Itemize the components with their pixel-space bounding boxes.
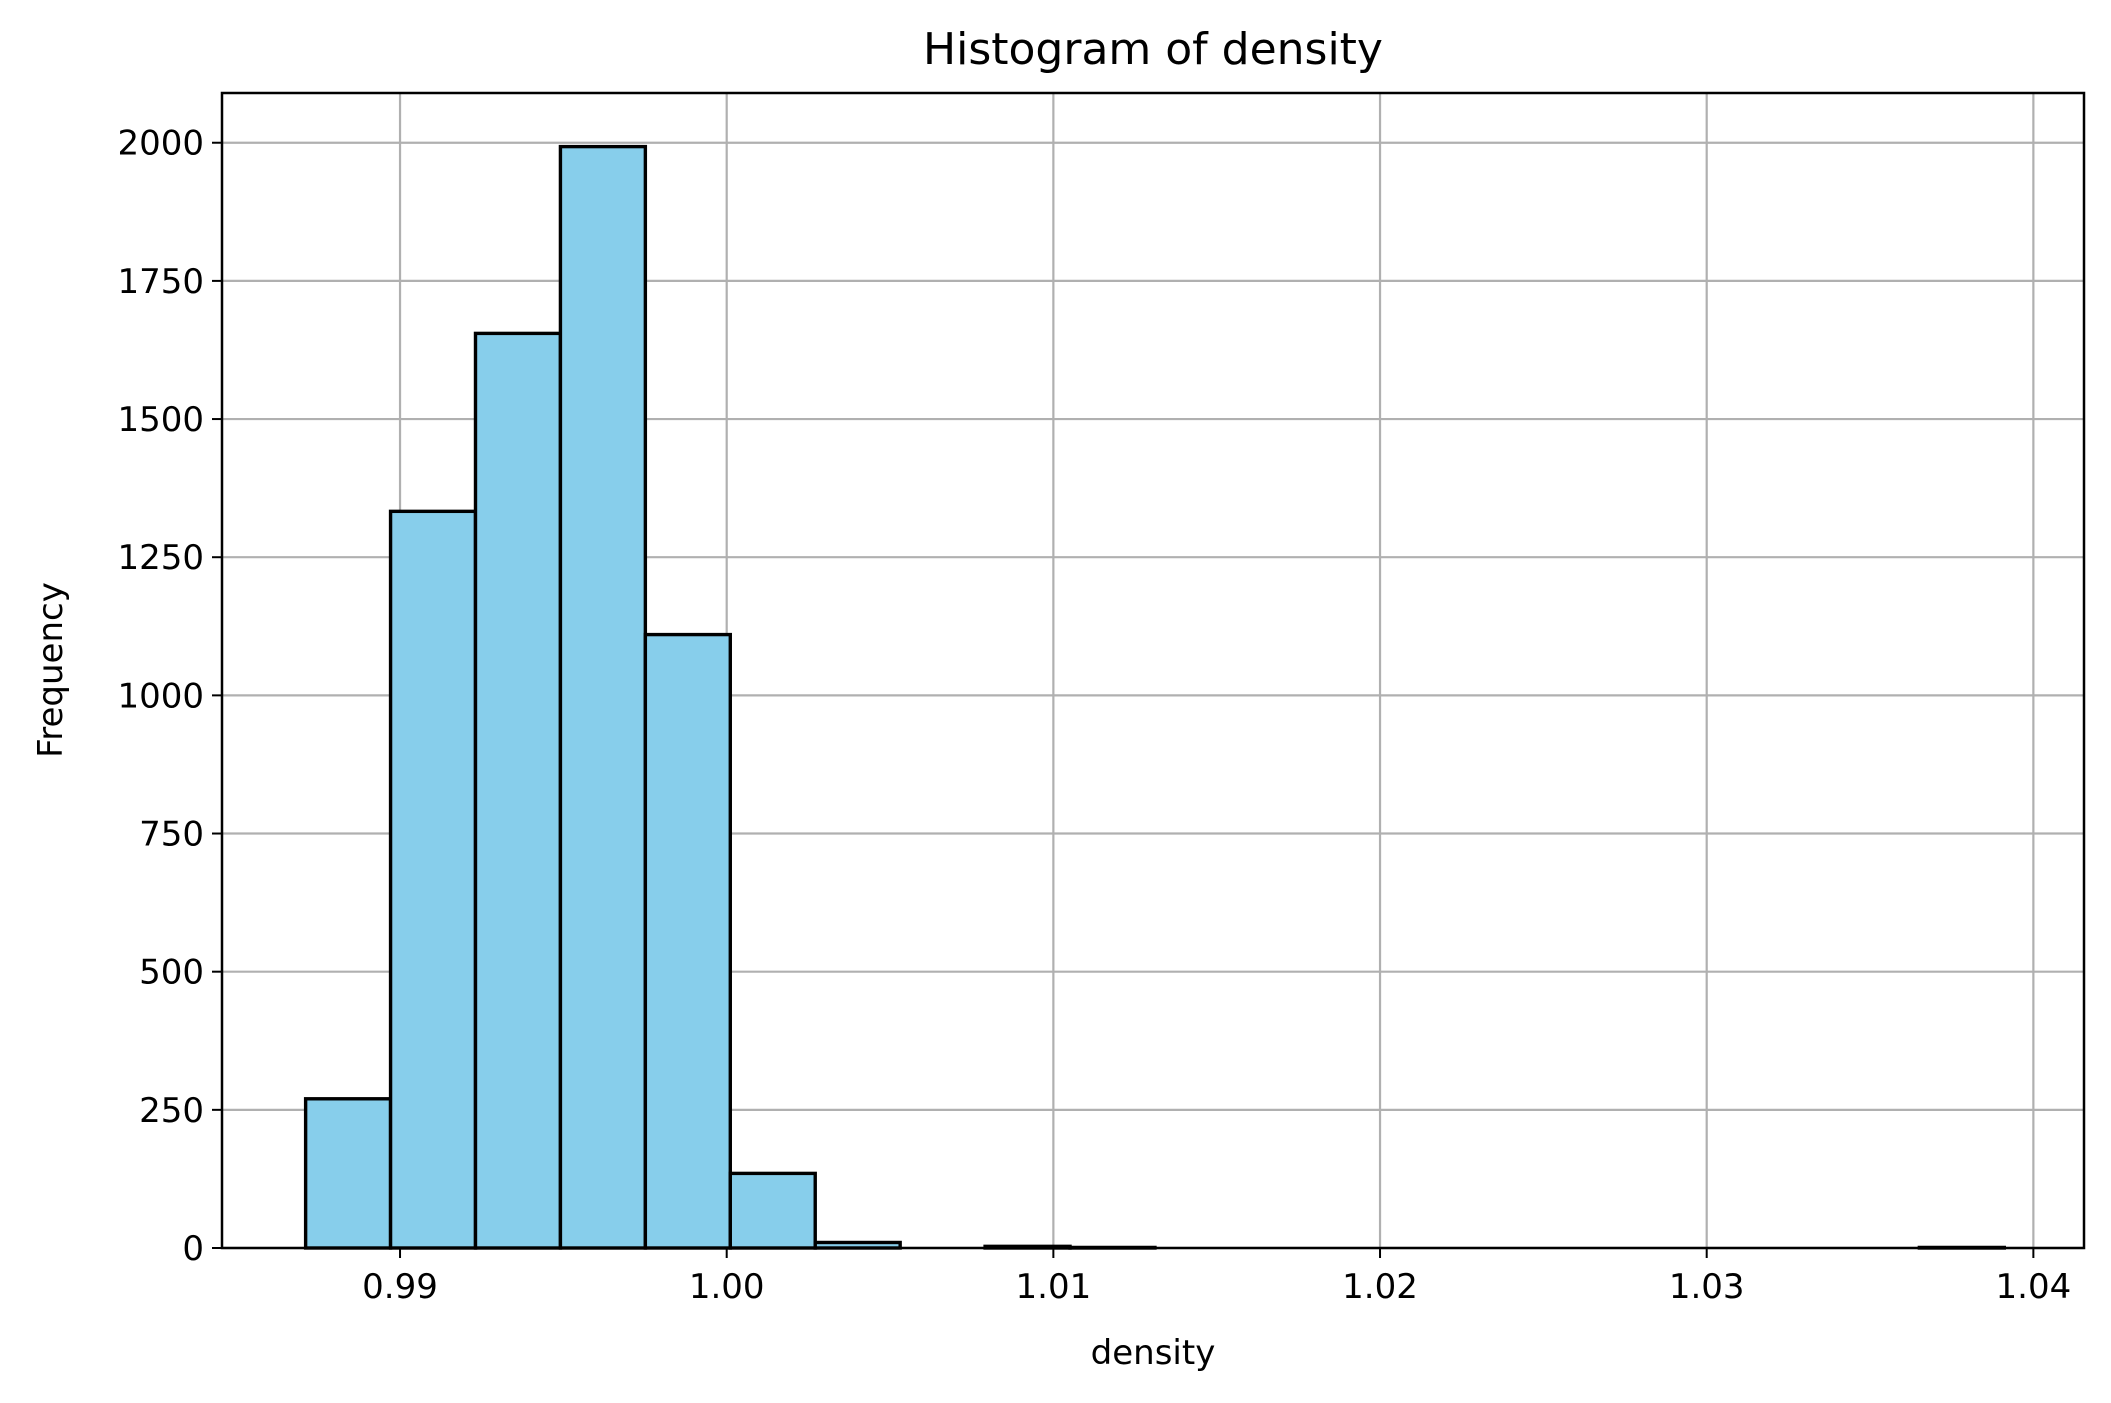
x-tick-label: 0.99	[362, 1267, 438, 1307]
histogram-bar	[643, 632, 732, 1250]
y-tick-label: 2000	[117, 124, 204, 164]
y-tick-label: 750	[139, 815, 204, 855]
x-axis-label: density	[1091, 1333, 1216, 1373]
chart-title: Histogram of density	[923, 24, 1383, 75]
y-tick-label: 0	[182, 1229, 204, 1269]
histogram-bar	[728, 1171, 817, 1250]
y-tick-label: 250	[139, 1091, 204, 1131]
y-tick-label: 1000	[117, 676, 204, 716]
y-tick-label: 1250	[117, 538, 204, 578]
y-axis-label: Frequency	[31, 582, 71, 758]
histogram-bar	[388, 509, 478, 1250]
histogram-bars	[303, 144, 2006, 1250]
histogram-bar	[558, 144, 648, 1250]
y-tick-label: 1500	[117, 400, 204, 440]
plot-frame	[220, 91, 2086, 1250]
x-tick-label: 1.03	[1669, 1267, 1745, 1307]
y-tick-label: 1750	[117, 262, 204, 302]
x-tick-label: 1.04	[1996, 1267, 2072, 1307]
x-tick-label: 1.00	[689, 1267, 765, 1307]
y-tick-label: 500	[139, 953, 204, 993]
histogram-bar	[473, 331, 563, 1250]
x-tick-label: 1.02	[1342, 1267, 1418, 1307]
axis-ticks: 0.99 1.00 1.01 1.02 1.03 1.04 0 250 500 750 1000 12…	[117, 124, 2071, 1307]
histogram-bar	[303, 1097, 393, 1250]
x-tick-label: 1.01	[1016, 1267, 1092, 1307]
